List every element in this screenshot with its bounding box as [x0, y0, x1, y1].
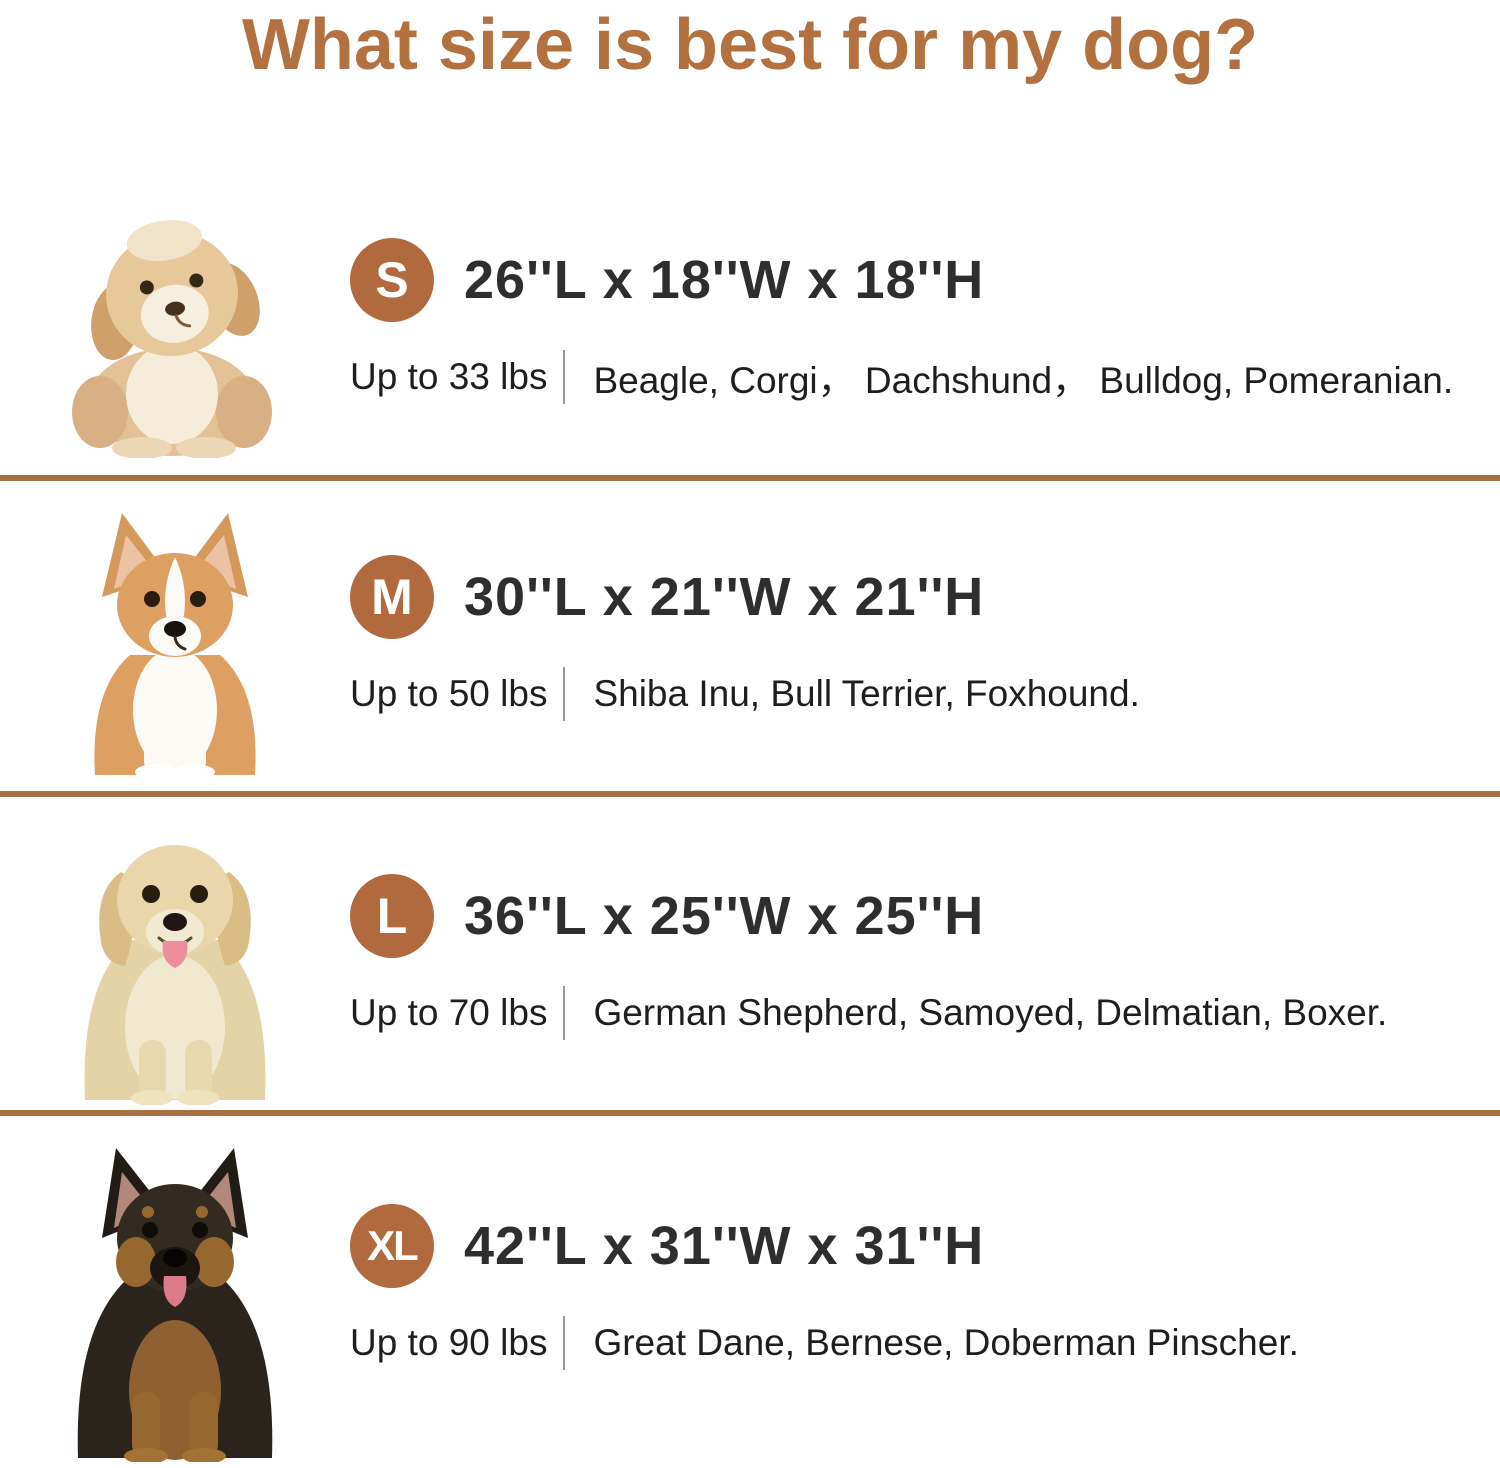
size-badge-s: S [350, 238, 434, 322]
havanese-puppy-icon [72, 220, 272, 458]
weight-text-s: Up to 33 lbs [350, 356, 548, 397]
dog-photo-large [0, 797, 350, 1105]
size-row-small: S 26''L x 18''W x 18''H Up to 33 lbs Bea… [0, 90, 1500, 475]
dimensions-text-m: 30''L x 21''W x 21''H [464, 567, 985, 627]
dog-photo-small [0, 90, 350, 458]
vertical-divider [563, 986, 566, 1040]
german-shepherd-icon [77, 1148, 273, 1462]
size-badge-m: M [350, 555, 434, 639]
weight-text-m: Up to 50 lbs [350, 673, 548, 714]
dimensions-text-s: 26''L x 18''W x 18''H [464, 250, 985, 310]
weight-text-l: Up to 70 lbs [350, 992, 548, 1033]
size-row-medium: M 30''L x 21''W x 21''H Up to 50 lbs Shi… [0, 481, 1500, 791]
golden-retriever-icon [84, 845, 266, 1105]
dimensions-text-xl: 42''L x 31''W x 31''H [464, 1216, 985, 1276]
size-row-large: L 36''L x 25''W x 25''H Up to 70 lbs Ger… [0, 797, 1500, 1110]
page-title: What size is best for my dog? [241, 5, 1259, 85]
page-title-bar: What size is best for my dog? [0, 0, 1500, 90]
breeds-text-m: Shiba Inu, Bull Terrier, Foxhound. [593, 673, 1140, 714]
size-badge-l: L [350, 874, 434, 958]
breeds-text-xl: Great Dane, Bernese, Doberman Pinscher. [593, 1322, 1299, 1363]
section-divider [0, 791, 1500, 797]
breeds-text-l: German Shepherd, Samoyed, Delmatian, Box… [593, 992, 1388, 1033]
vertical-divider [563, 1316, 566, 1370]
size-info-medium: M 30''L x 21''W x 21''H Up to 50 lbs Shi… [350, 481, 1500, 721]
section-divider [0, 475, 1500, 481]
weight-text-xl: Up to 90 lbs [350, 1322, 548, 1363]
size-badge-xl: XL [350, 1204, 434, 1288]
size-row-extra-large: XL 42''L x 31''W x 31''H Up to 90 lbs Gr… [0, 1116, 1500, 1468]
size-info-small: S 26''L x 18''W x 18''H Up to 33 lbs Bea… [350, 90, 1500, 404]
size-info-large: L 36''L x 25''W x 25''H Up to 70 lbs Ger… [350, 797, 1500, 1040]
corgi-icon [94, 513, 256, 780]
breeds-text-s: Beagle, Corgi， Dachshund， Bulldog, Pomer… [593, 360, 1454, 401]
dog-photo-medium [0, 481, 350, 780]
size-info-extra-large: XL 42''L x 31''W x 31''H Up to 90 lbs Gr… [350, 1116, 1500, 1370]
vertical-divider [563, 350, 566, 404]
dog-photo-extra-large [0, 1116, 350, 1462]
vertical-divider [563, 667, 566, 721]
section-divider [0, 1110, 1500, 1116]
dimensions-text-l: 36''L x 25''W x 25''H [464, 886, 985, 946]
